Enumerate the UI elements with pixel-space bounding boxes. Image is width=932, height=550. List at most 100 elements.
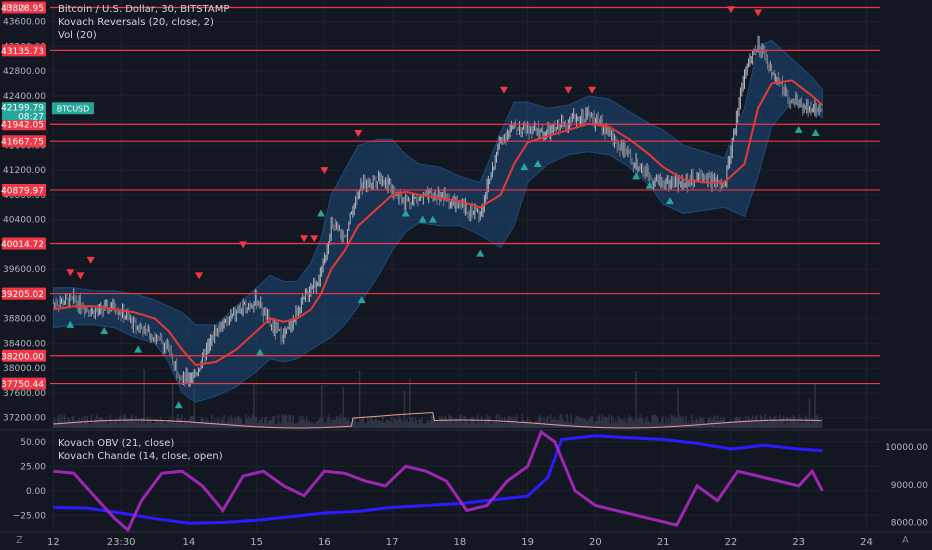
lower-grid [50,441,880,516]
reversal-marker-up [665,197,674,205]
level-label-bg [2,377,46,390]
price-tick-label: 40400.00 [3,216,46,226]
price-tick-label: 38000.00 [3,364,46,374]
reversal-marker-up [401,209,410,217]
price-axis: 37200.00 37600.00 38000.00 38400.00 38800.00… [0,0,50,430]
level-label-bg [2,135,46,148]
reversal-marker-down [310,235,319,243]
indicator-kovach-reversals[interactable]: Kovach Reversals (20, close, 2) [58,17,214,28]
time-tick-label: 15 [250,537,263,548]
reversal-marker-down [320,167,329,175]
reversal-marker-down [195,272,204,280]
price-tick-label: 43600.00 [3,18,46,28]
level-label: 41942.05 [1,121,44,131]
current-price-countdown: 08:27 [18,112,44,122]
reversal-marker-down [86,256,95,264]
reversal-marker-up [645,181,654,189]
level-label-bg [2,1,46,14]
current-price-value: 42199.79 [1,103,44,113]
level-label-bg [2,183,46,196]
price-tick-label: 42800.00 [3,67,46,77]
obv-tick-label: 9000.00 [891,481,928,491]
lower-axes: 50.00 25.00 0.00 −25.00 10000.00 9000.00 8000.… [13,438,929,529]
reversal-marker-up [533,159,542,167]
reversal-marker-up [811,129,820,137]
currency-label: USD [6,4,26,14]
lower-legend: Kovach OBV (21, close) Kovach Chande (14… [58,437,223,463]
obv-tick-label: 8000.00 [891,518,928,528]
reversal-marker-up [100,327,109,335]
time-tick-label: 21 [657,537,670,548]
reversal-marker-down [66,269,75,277]
auto-scale-icon[interactable]: A [902,535,909,546]
level-label: 39205.02 [1,290,44,300]
level-label: 41667.75 [1,138,44,148]
level-label-bg [2,349,46,362]
time-tick-label: 19 [521,537,534,548]
time-tick-label: 18 [454,537,467,548]
indicator-kovach-chande[interactable]: Kovach Chande (14, close, open) [58,451,223,462]
chart-title[interactable]: Bitcoin / U.S. Dollar, 30, BITSTAMP [58,4,230,15]
reversal-marker-up [66,320,75,328]
level-lines [50,6,880,385]
reversal-marker-up [174,401,183,409]
price-tick-label: 37600.00 [3,389,46,399]
symbol-badge-label: BTCUSD [57,104,90,113]
chande-tick-label: 0.00 [26,487,46,497]
level-label: 38200.00 [1,352,44,362]
time-tick-label: 12 [47,537,60,548]
price-tick-label: 37200.00 [3,414,46,424]
price-tick-label: 38400.00 [3,339,46,349]
level-label: 37750.44 [1,380,44,390]
level-label-bg [2,118,46,131]
level-label: 40879.97 [1,186,44,196]
level-label: 43135.73 [1,47,44,57]
chande-tick-label: 50.00 [20,438,46,448]
symbol-badge-bg [52,102,94,115]
obv-line [53,434,823,525]
obv-tick-label: 10000.00 [885,443,928,453]
reversal-marker-up [428,215,437,223]
time-axis: 12 23:30 14 15 16 17 18 19 20 21 22 23 24 [47,537,873,548]
time-tick-label: 22 [725,537,738,548]
reversal-marker-up [134,345,143,353]
indicator-kovach-obv[interactable]: Kovach OBV (21, close) [58,438,175,449]
chande-line [53,429,824,533]
reversal-marker-up [632,172,641,180]
indicator-volume[interactable]: Vol (20) [58,30,97,41]
reversal-marker-down [354,130,363,138]
timezone-icon[interactable]: Z [16,535,23,546]
level-label-bg [2,287,46,300]
reversal-marker-up [317,209,326,217]
time-tick-label: 24 [860,537,873,548]
level-label-bg [2,44,46,57]
level-label: 43828.95 [1,4,44,14]
price-tick-label: 39600.00 [3,265,46,275]
time-tick-label: 17 [386,537,399,548]
level-label-bg [2,237,46,250]
reversal-marker-up [794,125,803,133]
reversal-marker-up [476,249,485,257]
time-tick-label: 23 [792,537,805,548]
reversal-markers [66,6,820,409]
price-tick-label: 38800.00 [3,315,46,325]
sma-line [53,79,824,367]
reversal-marker-up [357,296,366,304]
reversal-marker-up [418,215,427,223]
reversal-marker-up [256,348,265,356]
reversal-marker-down [588,86,597,94]
time-tick-label: 16 [318,537,331,548]
current-price-bg [2,102,46,121]
chande-tick-label: −25.00 [13,511,47,521]
price-tick-label: 42400.00 [3,92,46,102]
reversal-marker-down [76,272,85,280]
volume-ma-line [53,412,822,429]
time-tick-label: 14 [183,537,196,548]
time-tick-label: 23:30 [107,537,136,548]
reversal-marker-up [520,163,529,171]
price-tick-label: 41200.00 [3,166,46,176]
reversal-marker-down [499,86,508,94]
reversal-marker-down [564,86,573,94]
